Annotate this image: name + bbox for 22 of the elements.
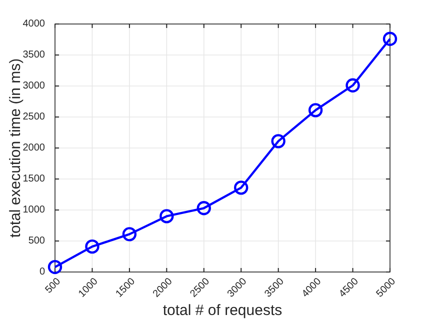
y-tick-label: 3000: [22, 80, 46, 92]
y-tick-label: 0: [39, 266, 46, 278]
point: [271, 134, 286, 148]
point: [85, 239, 100, 254]
x-axis-title: total # of requests: [162, 302, 282, 319]
x-tick-label: 500: [43, 276, 64, 296]
point: [122, 227, 137, 242]
point: [48, 260, 62, 274]
y-tick-label: 1000: [22, 204, 46, 216]
y-tick-label: 2000: [22, 142, 46, 154]
y-tick-label: 500: [28, 236, 46, 247]
point: [382, 32, 398, 46]
y-tick-label: 3500: [22, 50, 46, 61]
y-tick-label: 1500: [22, 174, 46, 185]
point: [160, 209, 174, 224]
point: [234, 180, 248, 195]
y-tick-label: 2500: [22, 112, 46, 123]
point: [196, 201, 211, 216]
point: [308, 103, 323, 118]
y-tick-label: 4000: [22, 18, 46, 30]
y-axis-title: total execution time (in ms): [7, 58, 24, 238]
point: [346, 78, 360, 92]
